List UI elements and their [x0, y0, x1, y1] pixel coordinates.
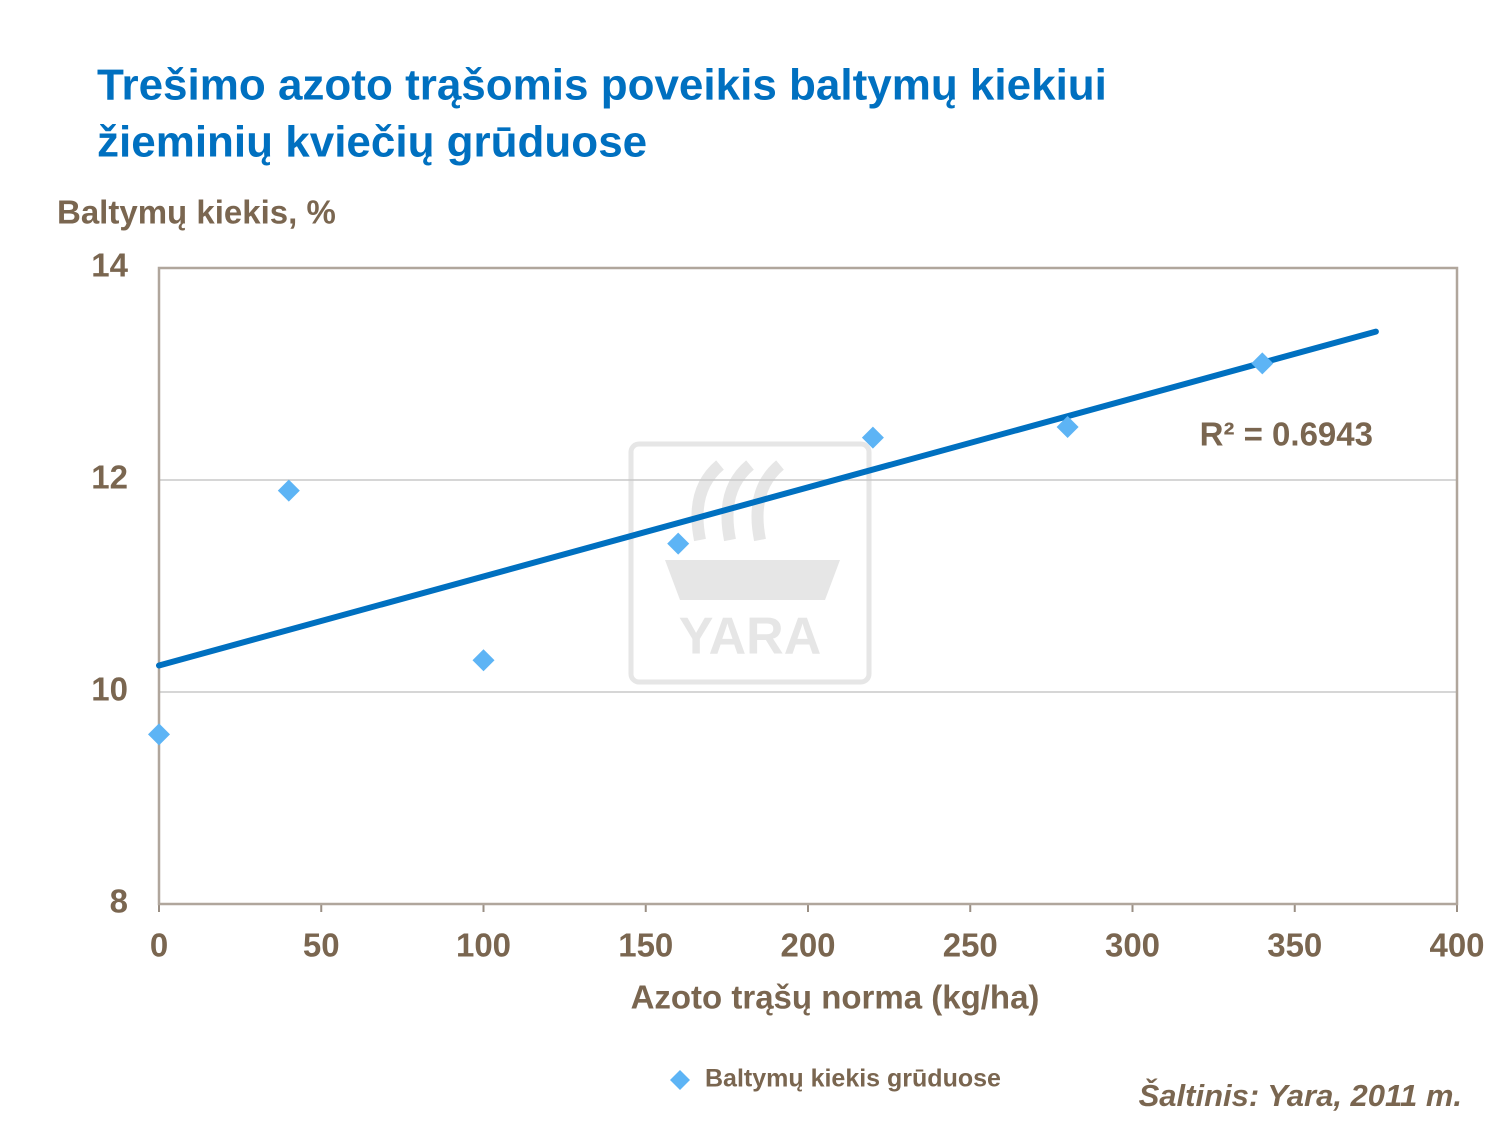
x-tick-label: 150: [618, 927, 673, 964]
point: [277, 479, 300, 502]
y-tick-label: 8: [110, 883, 128, 920]
point: [1056, 416, 1079, 438]
chart-title: žieminių kviečių grūduose: [97, 118, 647, 167]
watermark: YARA: [628, 441, 872, 685]
x-tick-label: 50: [303, 927, 340, 964]
plot-border: [157, 266, 1459, 906]
y-axis-label: Baltymų kiekis, %: [57, 194, 336, 231]
y-tick-label: 10: [91, 671, 128, 708]
point: [1251, 352, 1274, 375]
point: [861, 426, 884, 449]
y-tick-label: 14: [91, 247, 128, 284]
chart-title: Trešimo azoto trąšomis poveikis baltymų …: [97, 61, 1107, 110]
x-axis-label: Azoto trąšų norma (kg/ha): [631, 979, 1040, 1016]
x-tick-label: 100: [456, 927, 511, 964]
x-tick-label: 200: [780, 927, 835, 964]
x-tick-label: 400: [1429, 927, 1484, 964]
source: Šaltinis: Yara, 2011 m.: [1139, 1077, 1462, 1113]
trendline: [156, 328, 1379, 669]
x-tick-label: 0: [150, 927, 168, 964]
x-tick-label: 350: [1267, 927, 1322, 964]
point: [667, 532, 690, 555]
legend-label: Baltymų kiekis grūduose: [705, 1065, 1001, 1093]
legend-marker: [670, 1070, 690, 1090]
watermark-text: YARA: [679, 608, 822, 666]
point: [148, 723, 170, 746]
x-tick-label: 250: [943, 927, 998, 964]
annotation: R² = 0.6943: [1200, 416, 1373, 453]
x-tick-label: 300: [1105, 927, 1160, 964]
point: [472, 649, 495, 672]
y-tick-label: 12: [91, 459, 128, 496]
